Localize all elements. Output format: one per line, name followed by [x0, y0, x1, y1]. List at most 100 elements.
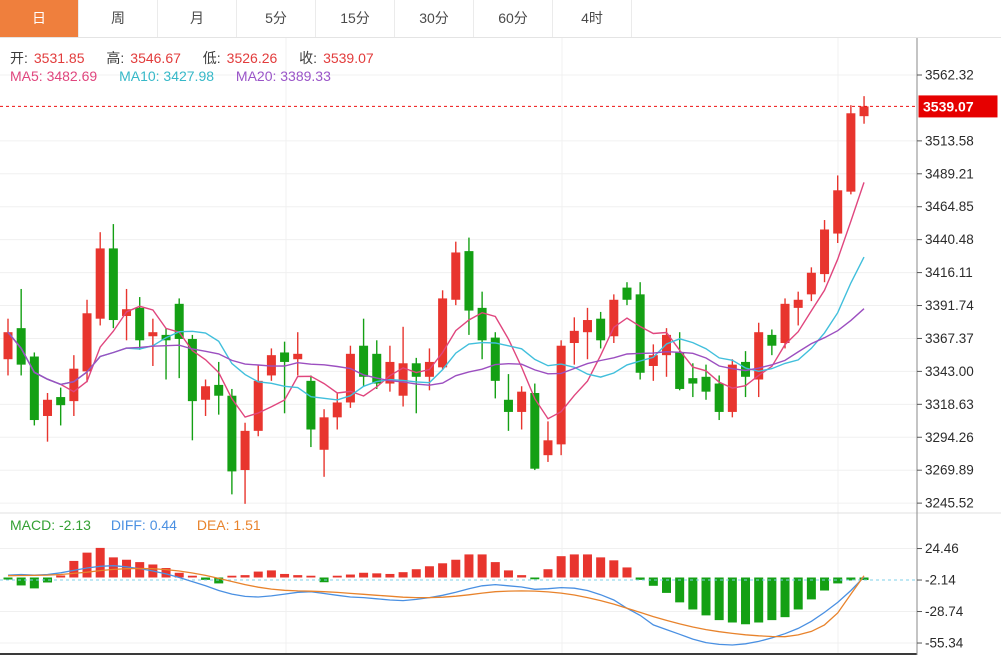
svg-text:3245.52: 3245.52	[925, 496, 974, 511]
candle-down	[675, 352, 685, 389]
macd-bar	[253, 571, 263, 578]
macd-bar	[3, 577, 13, 580]
tab-15min[interactable]: 15分	[316, 0, 395, 37]
low-value: 3526.26	[226, 50, 278, 66]
ma5-value: MA5: 3482.69	[10, 68, 98, 84]
candle-up	[543, 440, 553, 456]
macd-bar	[266, 570, 276, 578]
macd-bar	[833, 577, 843, 584]
current-price-tag	[918, 95, 998, 118]
tab-30min[interactable]: 30分	[395, 0, 474, 37]
candle-up	[69, 368, 79, 402]
candles-layer	[3, 96, 869, 504]
tab-month[interactable]: 月	[158, 0, 237, 37]
tab-day[interactable]: 日	[0, 0, 79, 37]
candle-down	[503, 399, 513, 412]
svg-text:3440.48: 3440.48	[925, 232, 974, 247]
macd-bar	[648, 577, 658, 586]
candle-up	[648, 355, 658, 366]
macd-histogram	[3, 547, 869, 625]
tab-60min[interactable]: 60分	[474, 0, 553, 37]
candle-down	[359, 345, 369, 377]
macd-bar	[240, 575, 250, 578]
candle-up	[820, 229, 830, 275]
candle-up	[833, 190, 843, 234]
macd-bar	[530, 577, 540, 580]
svg-text:3416.11: 3416.11	[925, 265, 973, 280]
candle-up	[569, 330, 579, 344]
tab-4hour[interactable]: 4时	[553, 0, 632, 37]
candle-up	[609, 299, 619, 337]
candle-down	[530, 393, 540, 469]
candle-up	[332, 402, 342, 418]
macd-bar	[609, 560, 619, 578]
macd-bar	[464, 554, 474, 578]
macd-bar	[714, 577, 724, 621]
candle-up	[266, 355, 276, 376]
candle-down	[622, 287, 632, 300]
open-label: 开:	[10, 50, 28, 66]
candle-up	[754, 332, 764, 380]
dea-line	[7, 567, 865, 638]
candle-up	[240, 430, 250, 471]
macd-bar	[424, 566, 434, 578]
candle-up	[95, 248, 105, 319]
macd-bar	[187, 575, 197, 578]
ma20-line	[7, 308, 865, 386]
macd-bar	[767, 577, 777, 621]
macd-bar	[741, 577, 751, 625]
current-price-tag-label: 3539.07	[923, 98, 974, 114]
macd-bar	[754, 577, 764, 623]
macd-bar	[451, 559, 461, 578]
macd-bar	[806, 577, 816, 600]
macd-bar	[569, 554, 579, 578]
ma5-line	[7, 182, 865, 420]
candle-down	[214, 384, 224, 396]
candle-down	[187, 338, 197, 402]
macd-bar	[517, 575, 527, 578]
macd-bar	[95, 547, 105, 578]
macd-bar	[16, 577, 26, 586]
svg-text:3464.85: 3464.85	[925, 199, 974, 214]
candle-down	[56, 397, 66, 406]
macd-bar	[490, 562, 500, 578]
macd-bar	[859, 577, 869, 581]
svg-text:3513.58: 3513.58	[925, 133, 974, 148]
macd-bar	[503, 570, 513, 578]
candle-up	[398, 363, 408, 396]
macd-bar	[293, 575, 303, 578]
macd-bar	[161, 568, 171, 578]
macd-bar	[411, 569, 421, 578]
svg-text:3489.21: 3489.21	[925, 166, 974, 181]
candle-down	[596, 318, 606, 341]
macd-bar	[727, 577, 737, 623]
candle-up	[859, 106, 869, 117]
macd-bar	[477, 554, 487, 578]
macd-bar	[635, 577, 645, 580]
candle-up	[3, 332, 13, 360]
macd-bar	[82, 552, 92, 578]
macd-bar	[780, 577, 790, 618]
macd-bar	[582, 554, 592, 578]
candle-down	[464, 251, 474, 311]
candle-up	[253, 380, 263, 431]
tab-5min[interactable]: 5分	[237, 0, 316, 37]
macd-readout: MACD: -2.13 DIFF: 0.44 DEA: 1.51	[10, 517, 267, 533]
candle-up	[345, 353, 355, 403]
macd-bar	[306, 575, 316, 578]
svg-text:3318.63: 3318.63	[925, 397, 974, 412]
high-label: 高:	[106, 50, 125, 66]
candle-down	[767, 334, 777, 346]
candle-up	[201, 386, 211, 400]
svg-text:-2.14: -2.14	[925, 573, 956, 588]
candle-down	[227, 395, 237, 472]
ma-readout: MA5: 3482.69 MA10: 3427.98 MA20: 3389.33	[10, 68, 337, 84]
macd-bar	[332, 575, 342, 578]
candle-down	[135, 307, 145, 341]
candle-down	[16, 328, 26, 365]
low-label: 低:	[202, 50, 221, 66]
candle-down	[280, 352, 290, 362]
ma10-value: MA10: 3427.98	[119, 68, 215, 84]
tab-week[interactable]: 周	[79, 0, 158, 37]
